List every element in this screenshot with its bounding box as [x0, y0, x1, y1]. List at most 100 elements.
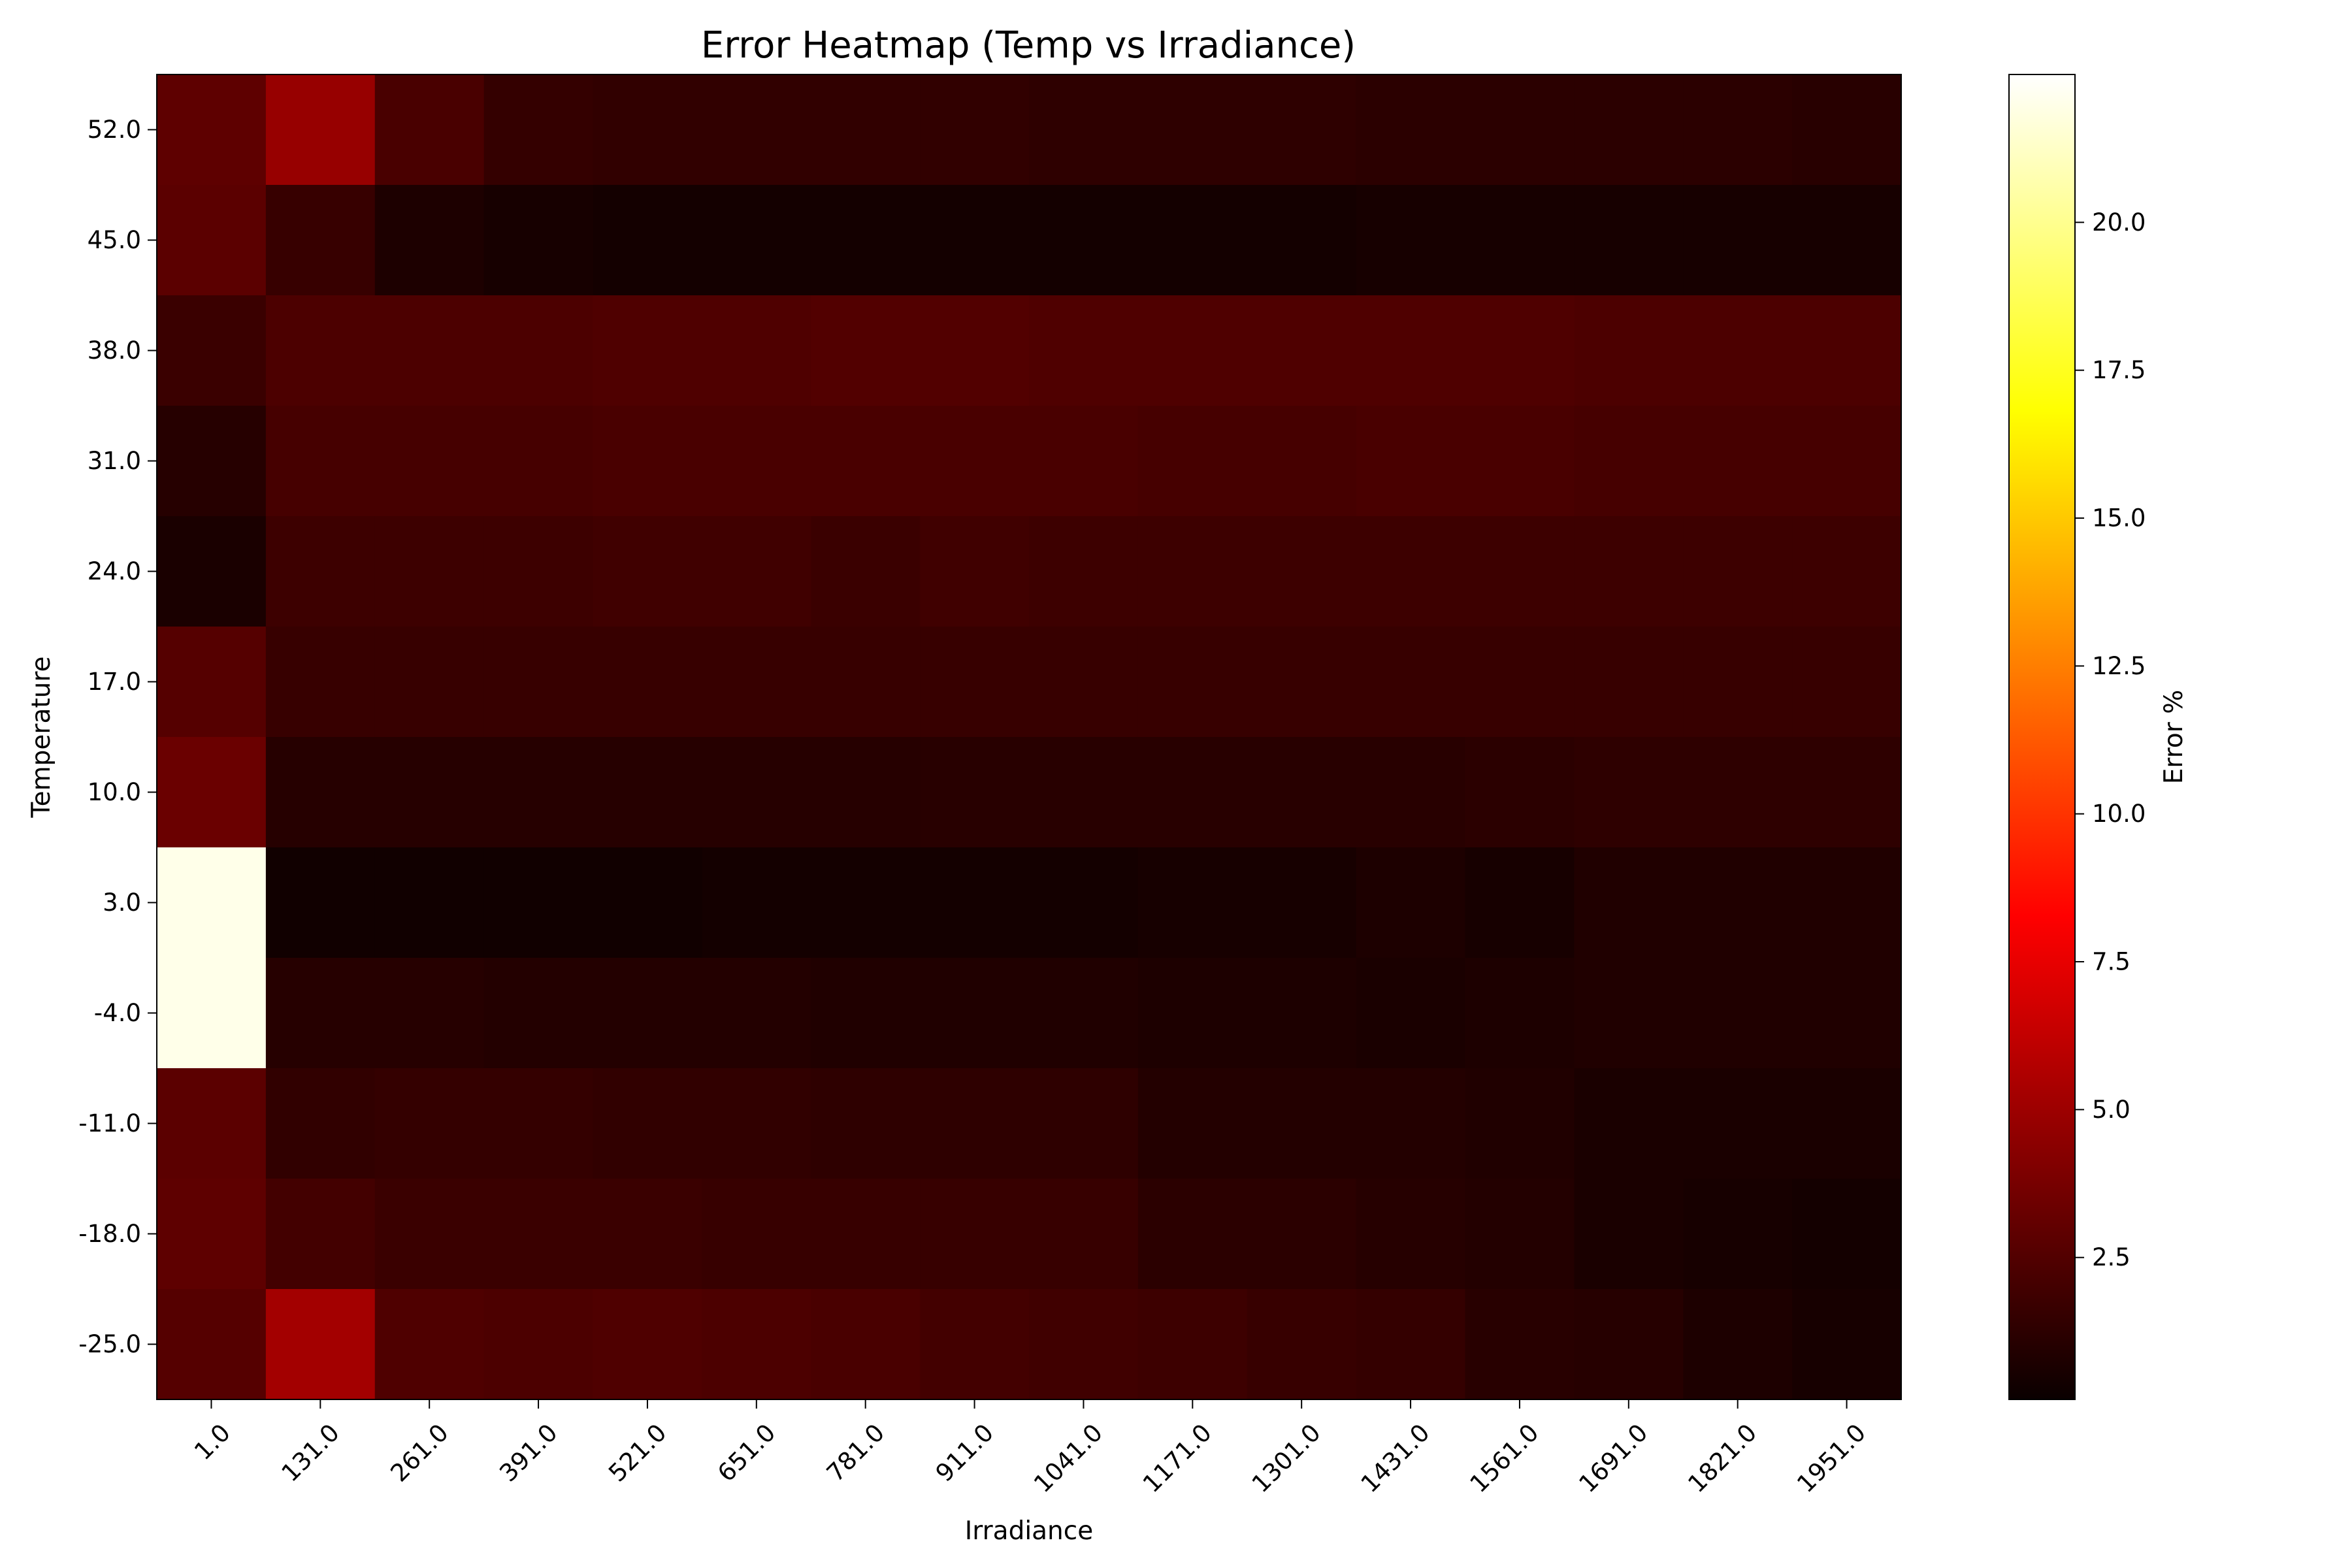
heatmap-cell — [920, 1179, 1030, 1290]
heatmap-cell — [1465, 1179, 1575, 1290]
heatmap-cell — [1465, 1289, 1575, 1400]
heatmap-cell — [1247, 516, 1357, 627]
heatmap-cell — [702, 1068, 811, 1179]
heatmap-cell — [157, 1289, 267, 1400]
heatmap-cell — [483, 295, 594, 406]
heatmap-cell — [265, 847, 376, 958]
heatmap-cell — [1137, 74, 1248, 186]
heatmap-cell — [593, 185, 702, 296]
heatmap-cell — [1356, 185, 1466, 296]
heatmap-cell — [157, 74, 267, 186]
heatmap-cell — [157, 1179, 267, 1290]
heatmap-cell — [593, 1068, 702, 1179]
heatmap-cell — [483, 1289, 594, 1400]
y-tick-label: 10.0 — [88, 778, 141, 806]
heatmap-cell — [157, 737, 267, 848]
heatmap-cell — [1356, 1179, 1466, 1290]
heatmap-cell — [1137, 516, 1248, 627]
heatmap-cell — [1574, 847, 1684, 958]
heatmap-cell — [1792, 516, 1902, 627]
heatmap-cell — [811, 516, 921, 627]
heatmap-cell — [157, 406, 267, 517]
heatmap-cell — [374, 1068, 485, 1179]
heatmap-cell — [1356, 516, 1466, 627]
heatmap-cell — [1029, 74, 1139, 186]
heatmap-cell — [1356, 74, 1466, 186]
heatmap-cell — [1029, 1068, 1139, 1179]
heatmap-cell — [483, 737, 594, 848]
heatmap-cell — [265, 627, 376, 738]
heatmap-cell — [593, 1289, 702, 1400]
heatmap-cell — [811, 737, 921, 848]
heatmap-cell — [1356, 958, 1466, 1069]
heatmap-cell — [1574, 516, 1684, 627]
heatmap-cell — [593, 958, 702, 1069]
colorbar-tick-label: 12.5 — [2092, 652, 2146, 680]
heatmap-cell — [811, 74, 921, 186]
heatmap-cell — [1247, 627, 1357, 738]
heatmap-cell — [374, 1289, 485, 1400]
heatmap-cell — [1356, 295, 1466, 406]
heatmap-cell — [157, 847, 267, 958]
heatmap-cell — [1137, 627, 1248, 738]
heatmap-cell — [1029, 406, 1139, 517]
heatmap-cell — [1792, 406, 1902, 517]
heatmap-cell — [1465, 516, 1575, 627]
heatmap-cell — [1029, 185, 1139, 296]
heatmap-cell — [1683, 1068, 1793, 1179]
heatmap-cell — [157, 627, 267, 738]
heatmap-cell — [1029, 516, 1139, 627]
heatmap-cell — [811, 406, 921, 517]
heatmap-cell — [265, 1289, 376, 1400]
heatmap-cell — [1137, 185, 1248, 296]
heatmap-cell — [593, 1179, 702, 1290]
heatmap-cell — [1029, 1179, 1139, 1290]
heatmap-cell — [1356, 1068, 1466, 1179]
colorbar-tick-label: 20.0 — [2092, 208, 2146, 237]
heatmap-cell — [374, 627, 485, 738]
heatmap-cell — [1574, 185, 1684, 296]
colorbar-ticks: 2.5 5.0 7.5 10.0 12.5 15.0 17.5 20.0 — [2075, 208, 2146, 1271]
heatmap-cell — [811, 185, 921, 296]
plot-frame — [156, 74, 1902, 1400]
heatmap-cell — [702, 185, 811, 296]
heatmap-cell — [1683, 185, 1793, 296]
heatmap-cell — [920, 958, 1030, 1069]
y-tick-label: 52.0 — [88, 116, 141, 144]
heatmap-cell — [1465, 737, 1575, 848]
heatmap-cell — [702, 958, 811, 1069]
heatmap-cell — [1465, 185, 1575, 296]
heatmap-cell — [265, 406, 376, 517]
heatmap-cell — [1792, 627, 1902, 738]
heatmap-cell — [1465, 1068, 1575, 1179]
heatmap-cell — [1465, 847, 1575, 958]
heatmap-cell — [1683, 74, 1793, 186]
heatmap-cell — [811, 847, 921, 958]
heatmap-cell — [483, 958, 594, 1069]
heatmap-cell — [1029, 958, 1139, 1069]
heatmap-cell — [593, 847, 702, 958]
heatmap-cell — [811, 1068, 921, 1179]
colorbar-tick-label: 2.5 — [2092, 1243, 2131, 1271]
y-tick-label: 17.0 — [88, 668, 141, 696]
heatmap-cell — [1247, 295, 1357, 406]
heatmap-cell — [920, 185, 1030, 296]
heatmap-cell — [920, 74, 1030, 186]
heatmap-cell — [483, 627, 594, 738]
colorbar-tick-label: 7.5 — [2092, 948, 2131, 976]
heatmap-cell — [1465, 74, 1575, 186]
heatmap-cell — [1137, 1068, 1248, 1179]
colorbar — [2008, 74, 2076, 1400]
heatmap-cell — [1792, 295, 1902, 406]
heatmap-cell — [1137, 737, 1248, 848]
heatmap-cell — [811, 627, 921, 738]
heatmap-cell — [1792, 737, 1902, 848]
heatmap-cell — [374, 847, 485, 958]
heatmap-cell — [265, 185, 376, 296]
heatmap-cell — [483, 516, 594, 627]
heatmap-cell — [265, 1179, 376, 1290]
heatmap-cell — [1683, 406, 1793, 517]
heatmap-cell — [1574, 74, 1684, 186]
heatmap-cell — [1683, 737, 1793, 848]
